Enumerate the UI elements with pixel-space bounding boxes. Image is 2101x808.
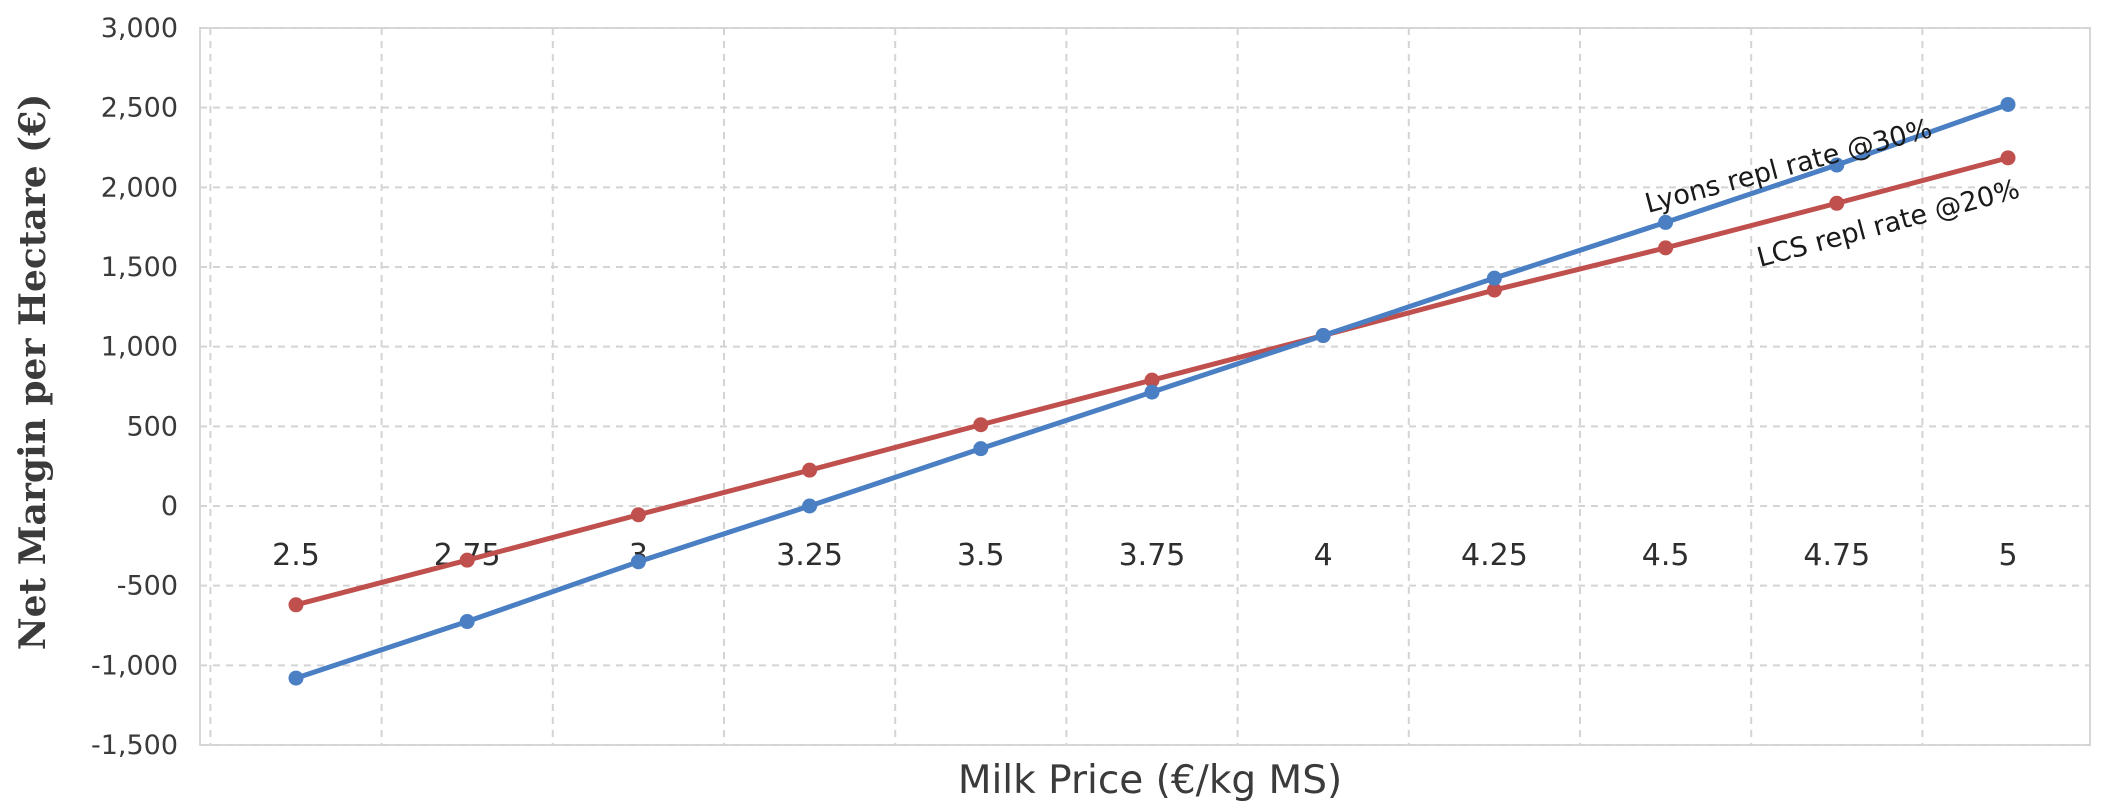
- y-tick-label: 2,000: [101, 172, 178, 203]
- x-tick-label: 2.5: [272, 538, 320, 573]
- y-axis-label: Net Margin per Hectare (€): [12, 94, 54, 651]
- y-tick-label: -1,000: [91, 650, 178, 681]
- plot-area-frame: [199, 27, 2091, 746]
- data-point: [1829, 157, 1845, 173]
- data-point: [2000, 96, 2016, 112]
- series-annotations: Lyons repl rate @30%LCS repl rate @20%: [1642, 113, 2023, 273]
- y-tick-label: 2,500: [101, 93, 178, 124]
- data-point: [2000, 150, 2016, 166]
- y-tick-label: -1,500: [91, 730, 178, 761]
- series-lines: [288, 96, 2016, 686]
- x-tick-label: 4.75: [1803, 538, 1870, 573]
- y-tick-label: 1,500: [101, 252, 178, 283]
- data-point: [802, 462, 818, 478]
- data-point: [288, 597, 304, 613]
- data-point: [973, 417, 989, 433]
- x-tick-label: 3.25: [776, 538, 843, 573]
- x-tick-label: 4: [1314, 538, 1333, 573]
- data-point: [1658, 240, 1674, 256]
- data-point: [1658, 214, 1674, 230]
- x-tick-label: 4.25: [1461, 538, 1528, 573]
- data-point: [1829, 195, 1845, 211]
- y-tick-label: -500: [117, 571, 178, 602]
- data-point: [1144, 372, 1160, 388]
- y-tick-label: 0: [161, 491, 178, 522]
- data-point: [973, 441, 989, 457]
- x-axis-label: Milk Price (€/kg MS): [958, 758, 1342, 803]
- x-tick-label: 4.5: [1642, 538, 1690, 573]
- y-tick-label: 3,000: [101, 13, 178, 44]
- data-point: [459, 552, 475, 568]
- x-tick-label: 3.5: [957, 538, 1005, 573]
- data-point: [630, 554, 646, 570]
- data-point: [802, 498, 818, 514]
- data-point: [288, 670, 304, 686]
- x-tick-label: 3.75: [1119, 538, 1186, 573]
- data-point: [459, 614, 475, 630]
- data-point: [1486, 270, 1502, 286]
- y-axis-ticks: -1,500 -1,000 -500 0 500 1,000 1,500 2,000 2,500…: [91, 13, 178, 761]
- y-tick-label: 500: [126, 411, 178, 442]
- x-tick-label: 5: [1998, 538, 2017, 573]
- data-point: [1144, 384, 1160, 400]
- data-point: [1315, 328, 1331, 344]
- data-point: [630, 507, 646, 523]
- grid: [199, 27, 2091, 746]
- data-point: [1486, 282, 1502, 298]
- y-tick-label: 1,000: [101, 332, 178, 363]
- series-annotation: Lyons repl rate @30%: [1642, 113, 1936, 219]
